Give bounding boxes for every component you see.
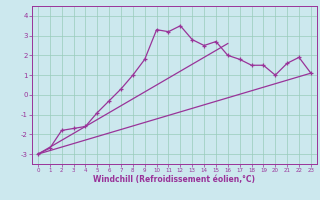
- X-axis label: Windchill (Refroidissement éolien,°C): Windchill (Refroidissement éolien,°C): [93, 175, 255, 184]
